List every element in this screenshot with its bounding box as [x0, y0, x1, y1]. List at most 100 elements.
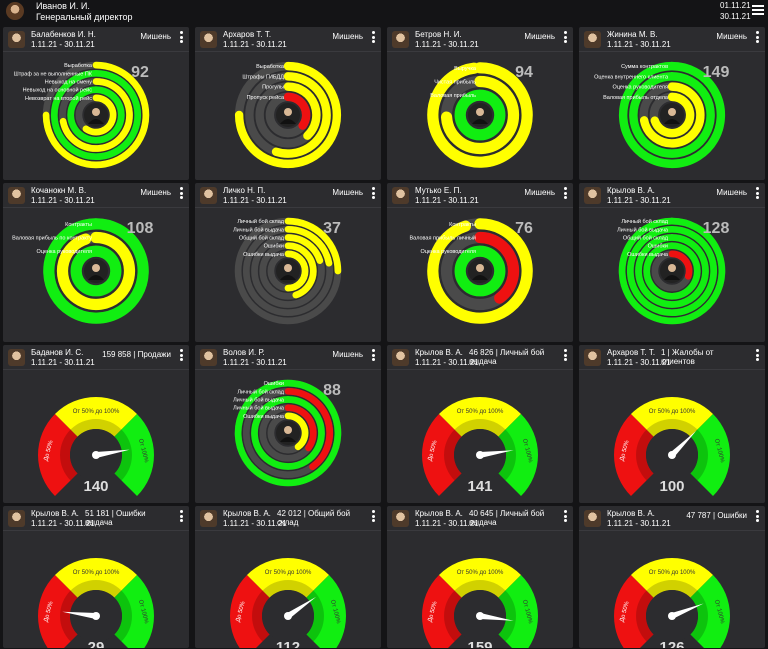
ring-progress[interactable]: [70, 245, 122, 297]
employee-card[interactable]: Личко Н. П. 1.11.21 - 30.11.21 Мишень Ли…: [195, 183, 381, 342]
employee-card[interactable]: Крылов В. А. 1.11.21 - 30.11.21 42 012 |…: [195, 506, 381, 648]
ring-progress[interactable]: [618, 217, 726, 325]
ring-progress[interactable]: [284, 234, 324, 265]
ring-progress[interactable]: [251, 396, 325, 470]
employee-card[interactable]: Крылов В. А. 1.11.21 - 30.11.21 51 181 |…: [3, 506, 189, 648]
more-options-icon[interactable]: [564, 31, 567, 45]
ring-progress[interactable]: [284, 387, 333, 471]
ring-progress[interactable]: [284, 225, 333, 267]
target-rings-chart[interactable]: Сумма контрактов Оценка внутреннего клиен…: [579, 55, 765, 180]
more-options-icon[interactable]: [756, 31, 759, 45]
ring-progress[interactable]: [440, 75, 520, 155]
ring-label: Чистая прибыль: [434, 80, 476, 86]
employee-card[interactable]: Крылов В. А. 1.11.21 - 30.11.21 Мишень Л…: [579, 183, 765, 342]
ring-progress[interactable]: [284, 404, 317, 452]
employee-card[interactable]: Бетров Н. И. 1.11.21 - 30.11.21 Мишень В…: [387, 27, 573, 180]
ring-progress[interactable]: [454, 89, 506, 141]
more-options-icon[interactable]: [756, 349, 759, 363]
target-rings-chart[interactable]: Выработка Штраф за не выполненные ПК Невых…: [3, 55, 189, 180]
menu-icon[interactable]: [752, 5, 764, 17]
gauge-needle: [286, 596, 317, 619]
ring-progress[interactable]: [635, 234, 709, 308]
employee-card[interactable]: Архаров Т. Т. 1.11.21 - 30.11.21 1 | Жал…: [579, 345, 765, 503]
employee-card[interactable]: Кочанокн М. В. 1.11.21 - 30.11.21 Мишень…: [3, 183, 189, 342]
more-options-icon[interactable]: [180, 187, 183, 201]
ring-progress[interactable]: [283, 82, 321, 140]
target-rings-chart[interactable]: Контракты Валовая прибыль по контракту Оце…: [3, 211, 189, 342]
gauge-segment: [114, 574, 154, 648]
user-avatar[interactable]: [6, 2, 24, 20]
card-mode: 1 | Жалобы от клиентов: [661, 348, 714, 366]
date-to[interactable]: 30.11.21: [720, 12, 751, 21]
more-options-icon[interactable]: [372, 349, 375, 363]
ring-progress[interactable]: [42, 61, 150, 169]
more-options-icon[interactable]: [756, 187, 759, 201]
more-options-icon[interactable]: [564, 510, 567, 524]
gauge-label-low: До 50%: [427, 439, 438, 462]
ring-progress[interactable]: [234, 61, 342, 169]
gauge-chart[interactable]: От 50% до 100%До 50% От 100%140: [3, 373, 189, 503]
ring-progress[interactable]: [284, 412, 309, 451]
ring-progress[interactable]: [284, 217, 342, 275]
employee-card[interactable]: Балабенков И. Н. 1.11.21 - 30.11.21 Мише…: [3, 27, 189, 180]
employee-card[interactable]: Крылов В. А. 1.11.21 - 30.11.21 47 787 |…: [579, 506, 765, 648]
more-options-icon[interactable]: [756, 510, 759, 524]
employee-card[interactable]: Крылов В. А. 1.11.21 - 30.11.21 40 645 |…: [387, 506, 573, 648]
ring-progress[interactable]: [643, 242, 701, 300]
gauge-chart[interactable]: От 50% до 100%До 50% От 100%112: [195, 534, 381, 648]
ring-progress[interactable]: [629, 72, 715, 158]
ring-progress[interactable]: [639, 82, 705, 148]
employee-name: Крылов В. А.: [223, 509, 271, 518]
gauge-chart[interactable]: От 50% до 100%До 50% От 100%141: [387, 373, 573, 503]
ring-progress[interactable]: [56, 231, 136, 311]
target-rings-chart[interactable]: Выручка Чистая прибыль Валовая прибыль 94: [387, 55, 573, 180]
gauge-chart[interactable]: От 50% до 100%До 50% От 100%29: [3, 534, 189, 648]
ring-progress[interactable]: [668, 250, 693, 280]
more-options-icon[interactable]: [564, 187, 567, 201]
gauge-value: 126: [659, 639, 684, 648]
gauge-chart[interactable]: От 50% до 100%До 50% От 100%100: [579, 373, 765, 503]
ring-progress[interactable]: [234, 379, 342, 487]
gauge-hub: [92, 612, 100, 620]
gauge-label-mid: От 50% до 100%: [649, 570, 696, 576]
employee-avatar: [392, 187, 409, 204]
ring-progress[interactable]: [50, 69, 142, 160]
ring-progress[interactable]: [43, 218, 149, 324]
employee-card[interactable]: Мутько Е. П. 1.11.21 - 30.11.21 Мишень К…: [387, 183, 573, 342]
gauge-chart[interactable]: От 50% до 100%До 50% От 100%159: [387, 534, 573, 648]
ring-progress[interactable]: [67, 86, 125, 144]
ring-progress[interactable]: [82, 94, 117, 136]
employee-card[interactable]: Баданов И. С. 1.11.21 - 30.11.21 159 858…: [3, 345, 189, 503]
more-options-icon[interactable]: [372, 510, 375, 524]
ring-progress[interactable]: [284, 250, 309, 292]
gauge-chart[interactable]: От 50% до 100%До 50% От 100%126: [579, 534, 765, 648]
more-options-icon[interactable]: [180, 349, 183, 363]
ring-progress[interactable]: [427, 218, 533, 324]
more-options-icon[interactable]: [564, 349, 567, 363]
ring-progress[interactable]: [618, 61, 726, 169]
more-options-icon[interactable]: [180, 31, 183, 45]
target-rings-chart[interactable]: Контракты Валовая прибыль личный Оценка ру…: [387, 211, 573, 342]
ring-progress[interactable]: [626, 225, 718, 316]
ring-progress[interactable]: [427, 62, 533, 168]
employee-name: Балабенков И. Н.: [31, 30, 96, 39]
more-options-icon[interactable]: [180, 510, 183, 524]
ring-progress[interactable]: [271, 72, 331, 158]
employee-card[interactable]: Архаров Т. Т. 1.11.21 - 30.11.21 Мишень …: [195, 27, 381, 180]
ring-progress[interactable]: [59, 78, 133, 152]
employee-card[interactable]: Жинина М. В. 1.11.21 - 30.11.21 Мишень С…: [579, 27, 765, 180]
employee-card[interactable]: Волов И. Р. 1.11.21 - 30.11.21 Мишень Ош…: [195, 345, 381, 503]
more-options-icon[interactable]: [372, 31, 375, 45]
date-from[interactable]: 01.11.21: [720, 1, 751, 10]
more-options-icon[interactable]: [372, 187, 375, 201]
ring-progress[interactable]: [474, 231, 520, 304]
ring-progress[interactable]: [284, 242, 317, 299]
ring-progress[interactable]: [283, 92, 311, 130]
target-rings-chart[interactable]: Выработка Штрафы ГИБДД Прогулы Пропуск рейс…: [195, 55, 381, 180]
ring-progress[interactable]: [650, 92, 695, 138]
ring-progress[interactable]: [454, 245, 506, 297]
employee-card[interactable]: Крылов В. А. 1.11.21 - 30.11.21 46 826 |…: [387, 345, 573, 503]
